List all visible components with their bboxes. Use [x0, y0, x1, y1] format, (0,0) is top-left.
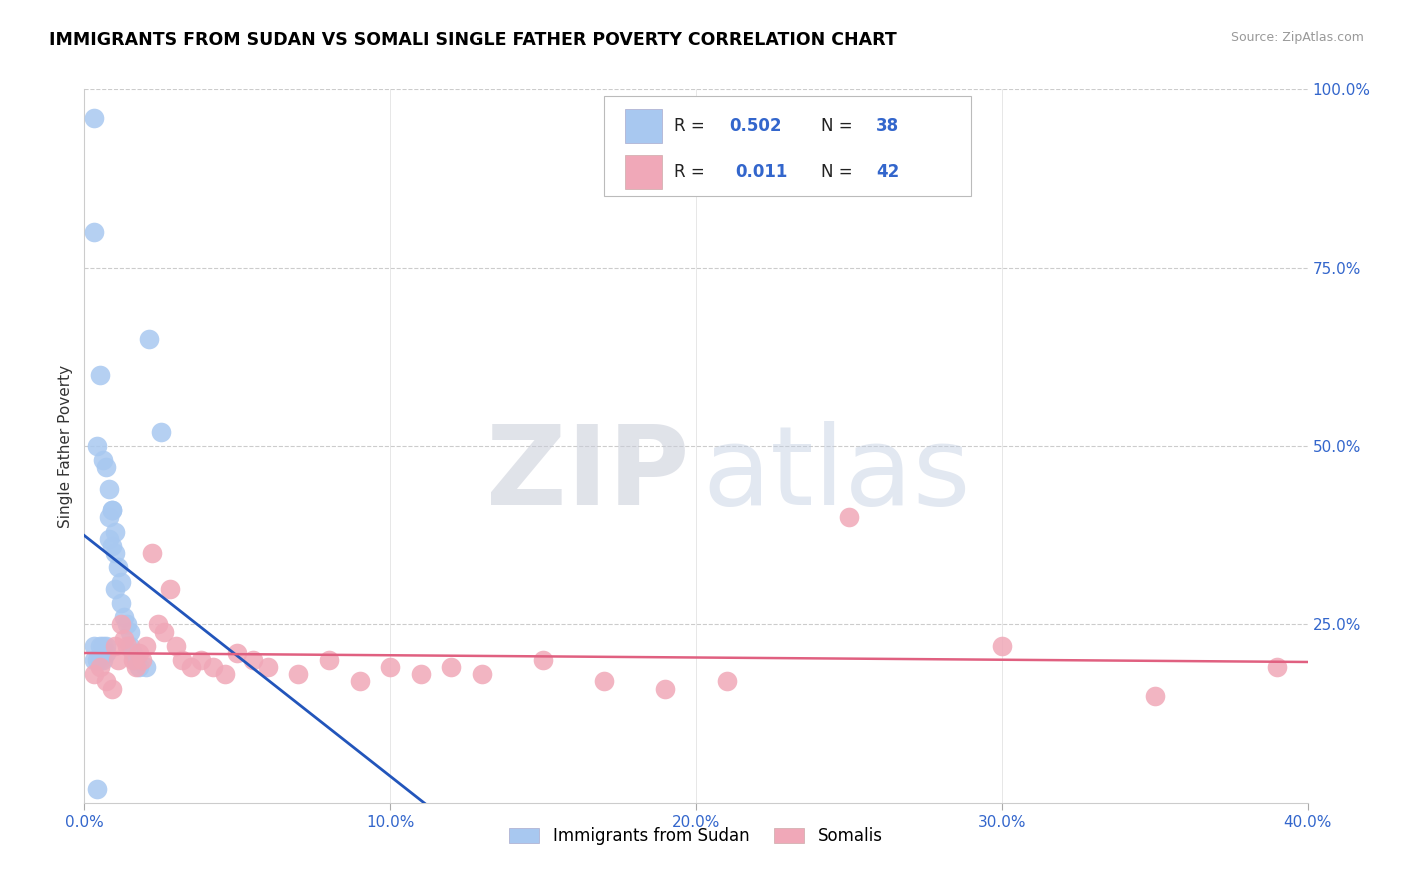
- Point: [89, 660, 111, 674]
- Text: N =: N =: [821, 117, 858, 135]
- Text: 0.502: 0.502: [728, 117, 782, 135]
- Point: [838, 510, 860, 524]
- Point: [440, 660, 463, 674]
- Point: [257, 660, 280, 674]
- Point: [91, 653, 114, 667]
- Point: [83, 639, 105, 653]
- Point: [180, 660, 202, 674]
- Point: [83, 653, 105, 667]
- Point: [91, 453, 114, 467]
- Bar: [626, 109, 662, 143]
- Text: 0.011: 0.011: [735, 163, 787, 181]
- Point: [115, 639, 138, 653]
- Point: [349, 674, 371, 689]
- Point: [131, 653, 153, 667]
- Point: [201, 660, 224, 674]
- Point: [97, 482, 120, 496]
- Point: [190, 653, 212, 667]
- Point: [86, 439, 108, 453]
- Point: [110, 617, 132, 632]
- Point: [991, 639, 1014, 653]
- Legend: Immigrants from Sudan, Somalis: Immigrants from Sudan, Somalis: [503, 821, 889, 852]
- Point: [135, 660, 157, 674]
- Point: [86, 781, 108, 796]
- Point: [159, 582, 181, 596]
- Point: [94, 674, 117, 689]
- Point: [110, 596, 132, 610]
- Point: [138, 332, 160, 346]
- Point: [101, 539, 124, 553]
- Text: R =: R =: [673, 163, 716, 181]
- Text: 38: 38: [876, 117, 898, 135]
- Point: [716, 674, 738, 689]
- Point: [471, 667, 494, 681]
- Point: [125, 653, 148, 667]
- Text: ZIP: ZIP: [486, 421, 690, 528]
- Point: [101, 681, 124, 696]
- Point: [83, 225, 105, 239]
- Text: 42: 42: [876, 163, 898, 181]
- Point: [104, 582, 127, 596]
- Text: N =: N =: [821, 163, 858, 181]
- Text: atlas: atlas: [702, 421, 970, 528]
- Point: [89, 368, 111, 382]
- Point: [380, 660, 402, 674]
- Point: [94, 639, 117, 653]
- Point: [593, 674, 616, 689]
- Point: [86, 653, 108, 667]
- Point: [83, 667, 105, 681]
- Point: [101, 503, 124, 517]
- Point: [135, 639, 157, 653]
- Point: [122, 646, 145, 660]
- Point: [115, 617, 138, 632]
- Point: [409, 667, 432, 681]
- FancyBboxPatch shape: [605, 96, 972, 196]
- Point: [1265, 660, 1288, 674]
- Point: [149, 425, 172, 439]
- Point: [226, 646, 249, 660]
- Point: [287, 667, 309, 681]
- Text: Source: ZipAtlas.com: Source: ZipAtlas.com: [1230, 31, 1364, 45]
- Point: [110, 574, 132, 589]
- Point: [122, 653, 145, 667]
- Point: [107, 560, 129, 574]
- Point: [120, 624, 142, 639]
- Point: [104, 524, 127, 539]
- Point: [112, 610, 135, 624]
- Point: [101, 503, 124, 517]
- Point: [214, 667, 236, 681]
- Point: [97, 510, 120, 524]
- Point: [94, 646, 117, 660]
- Point: [120, 639, 142, 653]
- Point: [125, 660, 148, 674]
- Point: [128, 646, 150, 660]
- Point: [141, 546, 163, 560]
- Point: [128, 660, 150, 674]
- Point: [97, 532, 120, 546]
- Point: [94, 460, 117, 475]
- Point: [153, 624, 176, 639]
- Point: [654, 681, 676, 696]
- Point: [89, 639, 111, 653]
- Bar: [626, 155, 662, 189]
- Point: [112, 632, 135, 646]
- Point: [104, 546, 127, 560]
- Point: [318, 653, 340, 667]
- Point: [89, 653, 111, 667]
- Point: [146, 617, 169, 632]
- Point: [83, 111, 105, 125]
- Text: IMMIGRANTS FROM SUDAN VS SOMALI SINGLE FATHER POVERTY CORRELATION CHART: IMMIGRANTS FROM SUDAN VS SOMALI SINGLE F…: [49, 31, 897, 49]
- Point: [242, 653, 264, 667]
- Point: [165, 639, 187, 653]
- Point: [531, 653, 554, 667]
- Point: [1143, 689, 1166, 703]
- Point: [104, 639, 127, 653]
- Text: R =: R =: [673, 117, 710, 135]
- Point: [91, 639, 114, 653]
- Point: [107, 653, 129, 667]
- Y-axis label: Single Father Poverty: Single Father Poverty: [58, 365, 73, 527]
- Point: [172, 653, 194, 667]
